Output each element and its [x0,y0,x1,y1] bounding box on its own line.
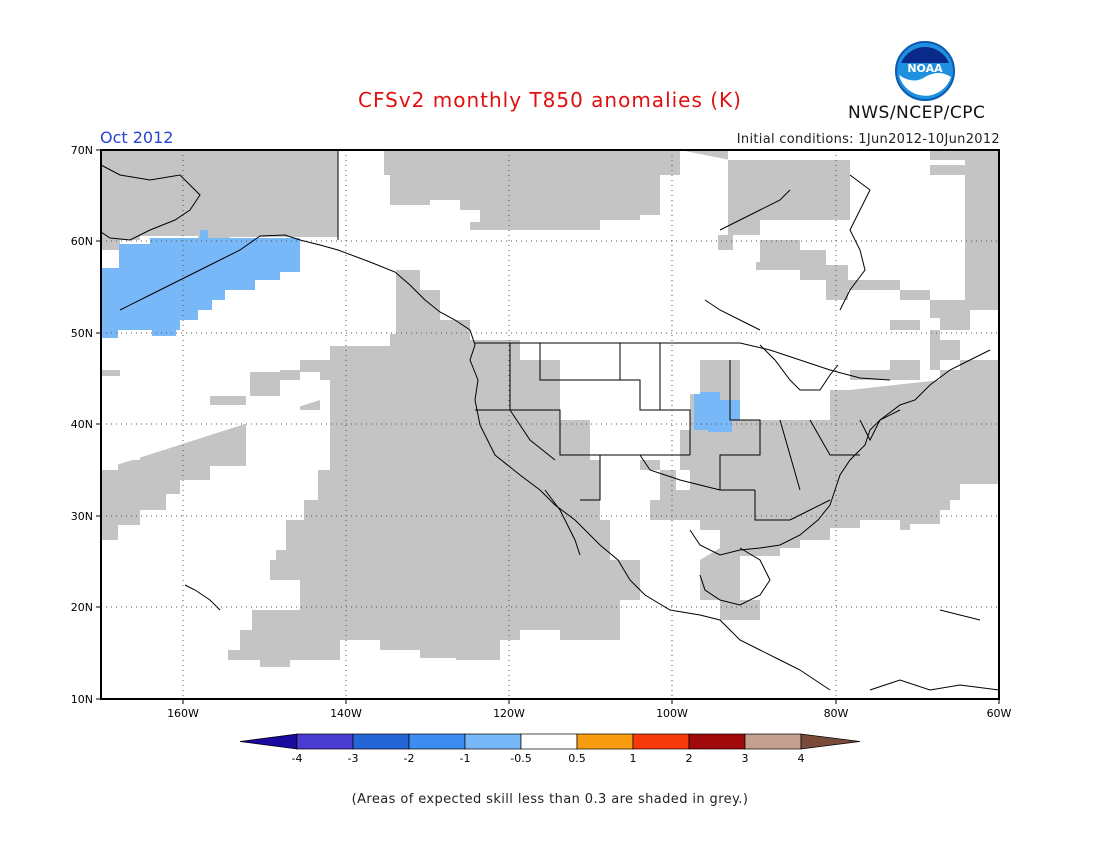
legend-swatch [688,733,746,750]
skill-footnote: (Areas of expected skill less than 0.3 a… [351,792,749,807]
axis-ticks [96,149,1000,704]
color-legend: -4 -3 -2 -1 -0.5 0.5 1 2 3 4 [239,733,861,765]
legend-swatch [296,733,354,750]
legend-swatch [520,733,578,750]
legend-swatch [576,733,634,750]
organization-label: NWS/NCEP/CPC [848,103,986,123]
cool-anomaly-shading [101,230,740,432]
legend-label: 4 [798,752,805,765]
lon-label: 60W [987,707,1012,720]
logo-text: NOAA [907,62,943,75]
lon-label: 120W [493,707,525,720]
initial-conditions: Initial conditions: 1Jun2012-10Jun2012 [736,132,1000,147]
legend-swatch [408,733,466,750]
legend-arrow-low [239,733,298,750]
legend-swatch [744,733,802,750]
legend-label: -2 [404,752,415,765]
lon-label: 140W [330,707,362,720]
legend-label: 0.5 [568,752,586,765]
lat-label: 70N [71,144,93,157]
lat-label: 30N [71,510,93,523]
legend-label: -0.5 [510,752,531,765]
legend-swatch [352,733,410,750]
forecast-month: Oct 2012 [100,128,174,147]
legend-label: -3 [348,752,359,765]
legend-label: -1 [460,752,471,765]
map-title: CFSv2 monthly T850 anomalies (K) [358,88,742,112]
legend-swatch [464,733,522,750]
lon-label: 160W [167,707,199,720]
legend-label: 2 [686,752,693,765]
lat-labels: 70N 60N 50N 40N 30N 20N 10N [71,144,93,706]
skill-areas [101,160,999,699]
lat-label: 20N [71,601,93,614]
noaa-logo-icon: NOAA [895,41,955,101]
legend-label: 3 [742,752,749,765]
legend-swatch [632,733,690,750]
legend-label: 1 [630,752,637,765]
lon-label: 100W [656,707,688,720]
lon-label: 80W [824,707,849,720]
lat-label: 50N [71,327,93,340]
legend-label: -4 [292,752,303,765]
lat-label: 40N [71,418,93,431]
lat-label: 10N [71,693,93,706]
legend-arrow-high [800,733,861,750]
lat-label: 60N [71,235,93,248]
lon-labels: 160W 140W 120W 100W 80W 60W [167,707,1011,720]
coastlines [100,150,1000,691]
